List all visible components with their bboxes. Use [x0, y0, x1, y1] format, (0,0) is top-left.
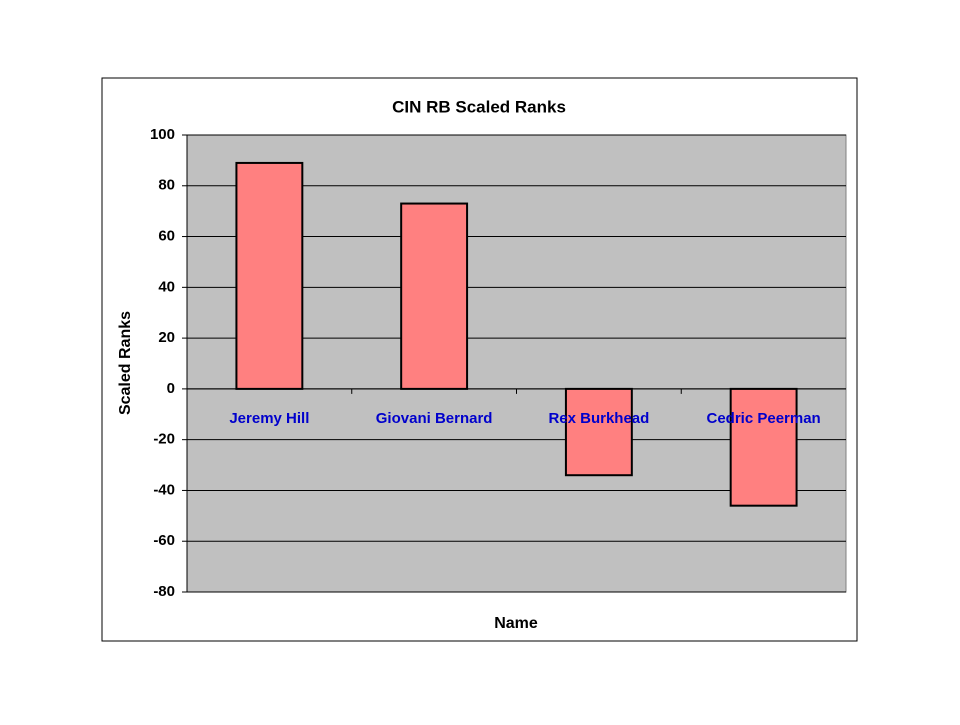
bar — [400, 202, 469, 390]
y-tick-label: -20 — [153, 431, 175, 448]
bar — [235, 161, 304, 390]
y-axis-title: Scaled Ranks — [117, 311, 134, 415]
x-tick-label: Jeremy Hill — [229, 410, 309, 427]
y-tick-label: 80 — [158, 177, 175, 194]
bar — [564, 387, 633, 477]
y-tick-label: -40 — [153, 481, 175, 498]
y-tick-label: 20 — [158, 329, 175, 346]
x-tick-label: Giovani Bernard — [376, 410, 493, 427]
x-tick-label: Rex Burkhead — [548, 410, 649, 427]
y-tick-label: 40 — [158, 278, 175, 295]
y-tick-label: 60 — [158, 228, 175, 245]
y-tick-label: -60 — [153, 532, 175, 549]
bar — [729, 387, 798, 507]
x-axis-title: Name — [494, 615, 538, 632]
chart-title: CIN RB Scaled Ranks — [392, 97, 566, 116]
y-tick-label: 0 — [167, 380, 175, 397]
y-tick-label: 100 — [150, 126, 175, 143]
y-tick-label: -80 — [153, 583, 175, 600]
x-tick-label: Cedric Peerman — [707, 410, 821, 427]
